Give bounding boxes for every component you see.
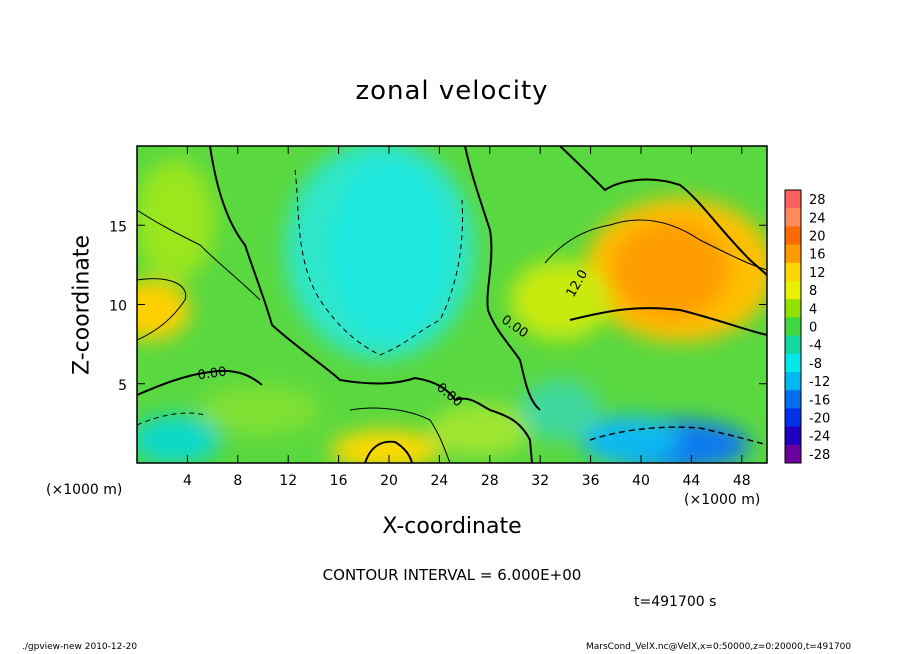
colorbar-swatch-7 — [785, 317, 801, 336]
colorbar-swatch-6 — [785, 299, 801, 318]
colorbar: 28 24 20 16 12 8 4 0 -4 -8 -12 -16 -20 -24 -28 — [784, 189, 830, 464]
x-tick-label-7: 32 — [531, 473, 549, 489]
x-tick-label-1: 8 — [233, 473, 242, 489]
colorbar-label-4: 12 — [809, 266, 826, 281]
colorbar-swatch-14 — [785, 444, 801, 464]
colorbar-label-12: -20 — [809, 412, 830, 427]
x-unit-label-left: (×1000 m) — [46, 482, 123, 498]
colorbar-frame — [784, 189, 802, 464]
x-tick-label-10: 44 — [682, 473, 700, 489]
time-label: t=491700 s — [634, 594, 717, 610]
colorbar-swatch-10 — [785, 372, 801, 391]
colorbar-label-7: 0 — [809, 321, 817, 336]
y-axis-ticks: 5 10 15 — [109, 219, 767, 394]
colorbar-swatch-11 — [785, 390, 801, 409]
colorbar-swatch-8 — [785, 335, 801, 355]
colorbar-label-1: 24 — [809, 211, 826, 226]
x-tick-label-3: 16 — [330, 473, 348, 489]
x-unit-label-right: (×1000 m) — [684, 492, 761, 508]
y-tick-label-0: 5 — [118, 378, 127, 394]
colorbar-swatch-5 — [785, 281, 801, 300]
x-tick-label-9: 40 — [632, 473, 650, 489]
colorbar-label-14: -28 — [809, 448, 830, 463]
x-axis-ticks: 4 8 12 16 20 24 28 32 36 40 44 48 — [183, 146, 751, 489]
footer-left: ./gpview-new 2010-12-20 — [22, 642, 138, 652]
colorbar-label-11: -16 — [809, 393, 830, 408]
y-tick-label-1: 10 — [109, 299, 127, 315]
colorbar-label-0: 28 — [809, 193, 826, 208]
x-tick-label-4: 20 — [380, 473, 398, 489]
contour-label-0: 0.00 — [197, 365, 228, 384]
x-tick-label-5: 24 — [430, 473, 448, 489]
colorbar-swatch-2 — [785, 226, 801, 245]
x-tick-label-11: 48 — [733, 473, 751, 489]
colorbar-swatch-1 — [785, 208, 801, 227]
colorbar-swatch-13 — [785, 426, 801, 446]
colorbar-label-8: -4 — [809, 339, 822, 354]
chart-title: zonal velocity — [355, 76, 549, 106]
y-tick-label-2: 15 — [109, 219, 127, 235]
colorbar-label-13: -24 — [809, 430, 830, 445]
colorbar-label-6: 4 — [809, 302, 817, 317]
contour-interval-label: CONTOUR INTERVAL = 6.000E+00 — [322, 566, 582, 584]
footer-right: MarsCond_VelX.nc@VelX,x=0:50000,z=0:2000… — [586, 642, 852, 652]
colorbar-swatch-3 — [785, 244, 801, 264]
colorbar-label-9: -8 — [809, 357, 822, 372]
contour-lines — [137, 146, 767, 463]
x-tick-label-6: 28 — [481, 473, 499, 489]
colorbar-label-10: -12 — [809, 375, 830, 390]
x-tick-label-8: 36 — [582, 473, 600, 489]
x-tick-label-0: 4 — [183, 473, 192, 489]
colorbar-label-3: 16 — [809, 248, 826, 263]
x-tick-label-2: 12 — [279, 473, 297, 489]
colorbar-label-2: 20 — [809, 230, 826, 245]
colorbar-swatch-4 — [785, 262, 801, 282]
x-axis-label: X-coordinate — [382, 514, 522, 539]
colorbar-swatch-12 — [785, 408, 801, 427]
colorbar-label-5: 8 — [809, 284, 817, 299]
colorbar-swatch-9 — [785, 353, 801, 373]
colorbar-swatch-0 — [785, 190, 801, 209]
